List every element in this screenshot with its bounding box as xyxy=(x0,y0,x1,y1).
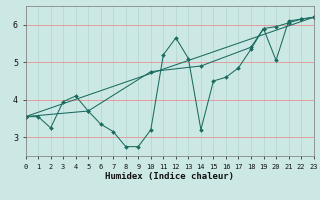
X-axis label: Humidex (Indice chaleur): Humidex (Indice chaleur) xyxy=(105,172,234,181)
